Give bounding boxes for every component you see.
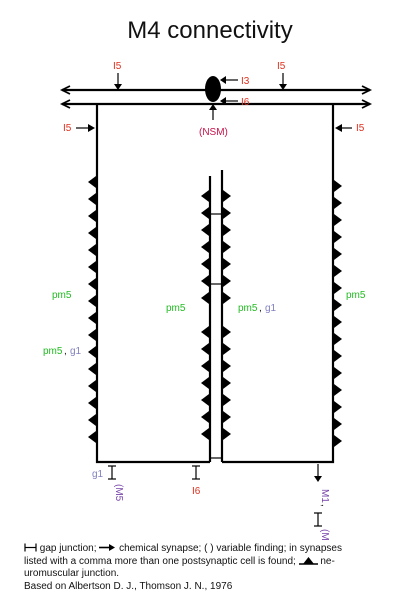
label-m1: M1 [319, 489, 330, 503]
label-pm5-inner-right: pm5 [238, 303, 258, 314]
legend-line-1: gap junction; chemical synapse; ( ) vari… [24, 543, 414, 556]
outer-process [95, 104, 335, 464]
label-i3: I3 [241, 76, 250, 87]
cell-body [205, 76, 221, 102]
label-pm5-right: pm5 [346, 290, 366, 301]
nmj-inner-left [201, 190, 209, 440]
label-m5: (M5 [113, 484, 124, 502]
process-end-arrows [59, 85, 373, 109]
label-pm5-inner-left: pm5 [166, 303, 186, 314]
label-g1-bottom: g1 [92, 469, 104, 480]
diagram-title: M4 connectivity [127, 17, 292, 44]
label-i6-bottom: I6 [192, 486, 201, 497]
label-m1-comma: , [319, 504, 330, 507]
legend-nmj-tail: ne- [320, 555, 335, 567]
label-g1-inner-right: g1 [265, 303, 277, 314]
legend-chem-text: chemical synapse; ( ) variable finding; … [119, 543, 342, 554]
legend-line-3: uromuscular junction. [24, 568, 120, 579]
legend-line2-text: listed with a comma more than one postsy… [24, 555, 296, 567]
nmj-outer-left [88, 176, 96, 443]
label-i6-top: I6 [241, 97, 250, 108]
chemical-synapse-arrows-top [114, 73, 287, 120]
connectivity-diagram: M4 connectivity I5 I5 I3 I6 (NSM) [43, 17, 373, 540]
legend: gap junction; chemical synapse; ( ) vari… [24, 543, 414, 593]
label-inner-right-comma: , [259, 303, 262, 314]
label-i5-right: I5 [356, 123, 365, 134]
bottom-synapses [108, 464, 322, 527]
legend-citation: Based on Albertson D. J., Thomson J. N.,… [24, 580, 233, 592]
gap-junction-icon [24, 543, 37, 552]
legend-gap-text: gap junction; [39, 543, 97, 554]
label-lower-left-comma: , [64, 346, 67, 357]
label-m2: (M2 [319, 529, 330, 540]
chemical-synapse-icon [99, 544, 116, 551]
label-g1-lower-left: g1 [70, 346, 82, 357]
gap-junctions-inner [209, 210, 223, 462]
label-pm5-lower-left: pm5 [43, 346, 63, 357]
label-nsm: (NSM) [199, 127, 228, 138]
inner-process [208, 170, 224, 462]
label-i5-top-left: I5 [113, 61, 122, 72]
nmj-outer-right [334, 180, 342, 447]
legend-line-2: listed with a comma more than one postsy… [24, 556, 414, 569]
nmj-inner-right [223, 190, 231, 440]
label-i5-left: I5 [63, 123, 72, 134]
label-pm5-outer-left: pm5 [52, 290, 72, 301]
chemical-synapse-arrows-side [76, 124, 352, 132]
neuromuscular-junction-icon [298, 556, 318, 565]
label-i5-top-right: I5 [277, 61, 286, 72]
